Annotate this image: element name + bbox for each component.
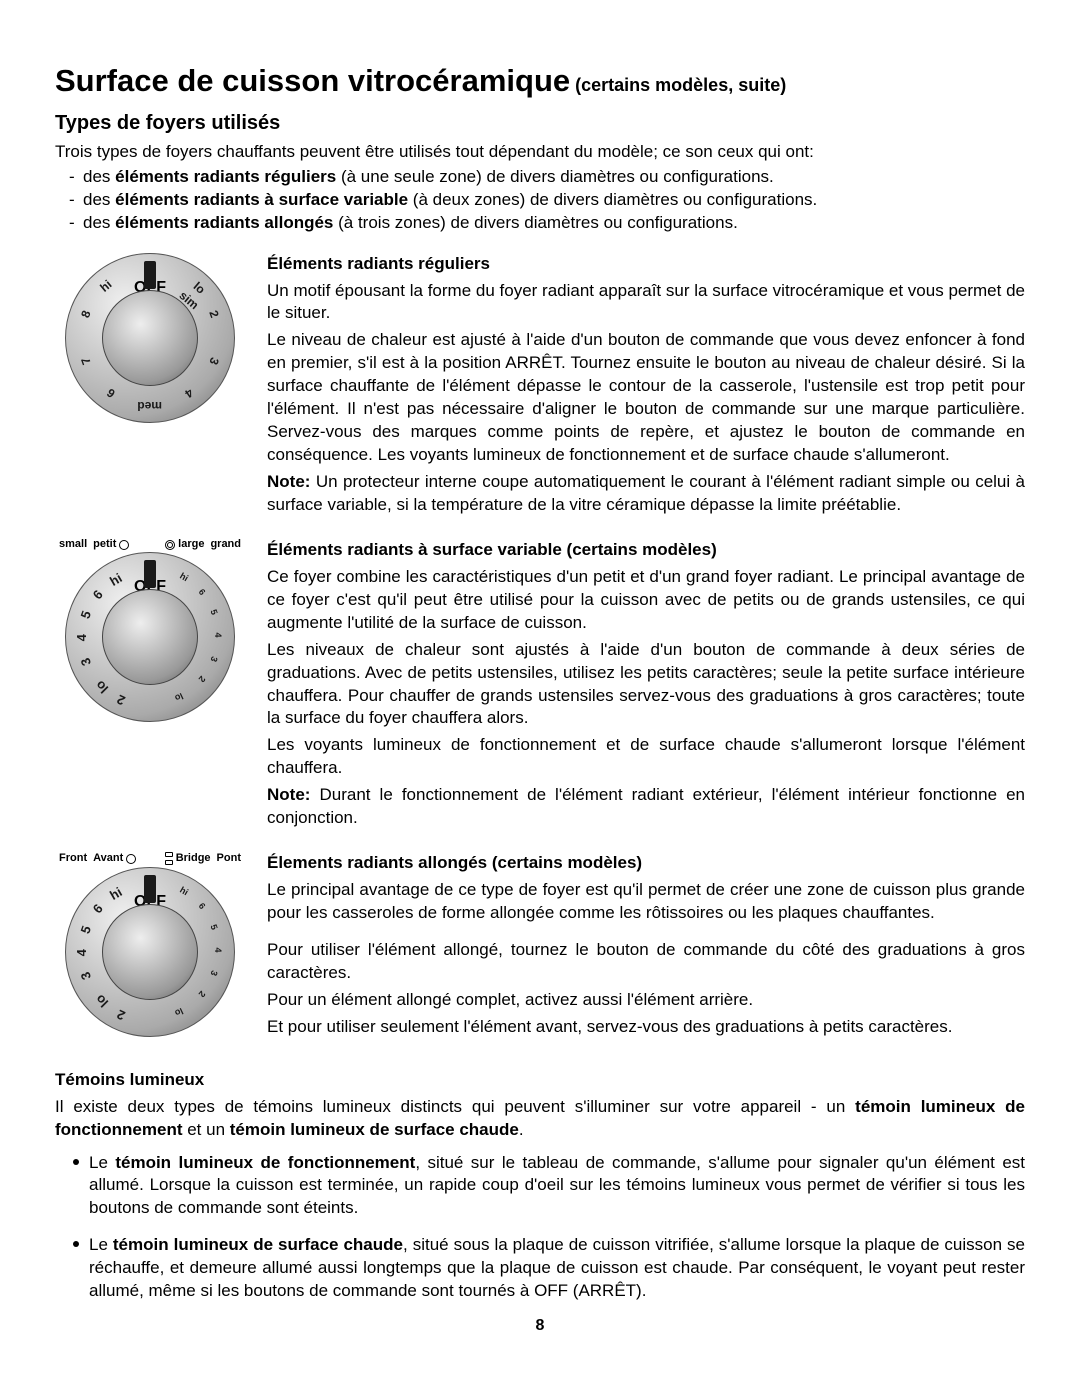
knob-tick: med <box>138 398 162 414</box>
intro-list-item: des éléments radiants réguliers (à une s… <box>69 166 1025 189</box>
variable-labels: smallpetit largegrand <box>55 539 245 551</box>
variable-p2: Les niveaux de chaleur sont ajustés à l'… <box>267 639 1025 731</box>
regular-note: Note: Un protecteur interne coupe automa… <box>267 471 1025 517</box>
knob-bridge: OFF 2lo3456hihi65432lo <box>65 867 235 1037</box>
intro-list-item: des éléments radiants à surface variable… <box>69 189 1025 212</box>
bridge-p4: Et pour utiliser seulement l'élément ava… <box>267 1016 1025 1039</box>
variable-right-label: largegrand <box>165 539 241 551</box>
section-subtitle: Types de foyers utilisés <box>55 110 1025 137</box>
variable-heading: Éléments radiants à surface variable (ce… <box>267 539 1025 562</box>
knob-regular: OFF lo sim234med678hi <box>65 253 235 423</box>
title-line: Surface de cuisson vitrocéramique (certa… <box>55 60 1025 102</box>
lbl: largegrand <box>178 539 241 551</box>
intro-list: des éléments radiants réguliers (à une s… <box>69 166 1025 235</box>
variable-p1: Ce foyer combine les caractéristiques d'… <box>267 566 1025 635</box>
bridge-p1: Le principal avantage de ce type de foye… <box>267 879 1025 925</box>
knob-pointer <box>144 261 156 289</box>
knob-bridge-col: FrontAvant BridgePont OFF 2lo3456hihi654… <box>55 852 245 1043</box>
section-regular: OFF lo sim234med678hi Éléments radiants … <box>55 253 1025 521</box>
variable-p3: Les voyants lumineux de fonctionnement e… <box>267 734 1025 780</box>
knob-inner <box>102 589 198 685</box>
knob-tick: 4 <box>73 941 91 965</box>
intro-list-item: des éléments radiants allongés (à trois … <box>69 212 1025 235</box>
knob-tick: 4 <box>212 938 224 962</box>
temoin-bullets: Le témoin lumineux de fonctionnement, si… <box>69 1152 1025 1304</box>
knob-inner <box>102 904 198 1000</box>
small-indicator-icon <box>119 540 129 550</box>
note-text: Durant le fonctionnement de l'élément ra… <box>267 785 1025 827</box>
knob-tick: 4 <box>212 624 224 648</box>
knob-variable-col: smallpetit largegrand OFF 2lo3456hihi654… <box>55 539 245 834</box>
bridge-indicator-icon <box>165 852 173 865</box>
variable-left-label: smallpetit <box>59 539 129 551</box>
front-indicator-icon <box>126 854 136 864</box>
intro-text: Trois types de foyers chauffants peuvent… <box>55 141 1025 164</box>
page-number: 8 <box>536 1315 545 1337</box>
lbl: FrontAvant <box>59 853 123 865</box>
regular-p2: Le niveau de chaleur est ajusté à l'aide… <box>267 329 1025 467</box>
knob-variable: OFF 2lo3456hihi65432lo <box>65 552 235 722</box>
knob-tick: 4 <box>73 626 91 650</box>
note-label: Note: <box>267 472 310 491</box>
knob-pointer <box>144 560 156 588</box>
temoin-heading: Témoins lumineux <box>55 1069 1025 1092</box>
bridge-right-label: BridgePont <box>165 852 241 865</box>
title-suffix: (certains modèles, suite) <box>570 75 786 95</box>
regular-heading: Éléments radiants réguliers <box>267 253 1025 276</box>
note-label: Note: <box>267 785 310 804</box>
bridge-left-label: FrontAvant <box>59 852 136 865</box>
lbl: smallpetit <box>59 539 116 551</box>
temoin-bullet: Le témoin lumineux de surface chaude, si… <box>69 1234 1025 1303</box>
bridge-p3: Pour un élément allongé complet, activez… <box>267 989 1025 1012</box>
section-variable-text: Éléments radiants à surface variable (ce… <box>267 539 1025 834</box>
bridge-p2: Pour utiliser l'élément allongé, tournez… <box>267 939 1025 985</box>
temoin-bullet: Le témoin lumineux de fonctionnement, si… <box>69 1152 1025 1221</box>
section-bridge-text: Élements radiants allongés (certains mod… <box>267 852 1025 1043</box>
lbl: BridgePont <box>176 853 241 865</box>
bridge-labels: FrontAvant BridgePont <box>55 852 245 865</box>
large-indicator-icon <box>165 540 175 550</box>
regular-p1: Un motif épousant la forme du foyer radi… <box>267 280 1025 326</box>
knob-pointer <box>144 875 156 903</box>
section-variable: smallpetit largegrand OFF 2lo3456hihi654… <box>55 539 1025 834</box>
knob-regular-col: OFF lo sim234med678hi <box>55 253 245 521</box>
section-bridge: FrontAvant BridgePont OFF 2lo3456hihi654… <box>55 852 1025 1043</box>
note-text: Un protecteur interne coupe automatiquem… <box>267 472 1025 514</box>
variable-note: Note: Durant le fonctionnement de l'élém… <box>267 784 1025 830</box>
temoin-intro: Il existe deux types de témoins lumineux… <box>55 1096 1025 1142</box>
bridge-heading: Élements radiants allongés (certains mod… <box>267 852 1025 875</box>
section-regular-text: Éléments radiants réguliers Un motif épo… <box>267 253 1025 521</box>
page-title: Surface de cuisson vitrocéramique <box>55 63 570 98</box>
